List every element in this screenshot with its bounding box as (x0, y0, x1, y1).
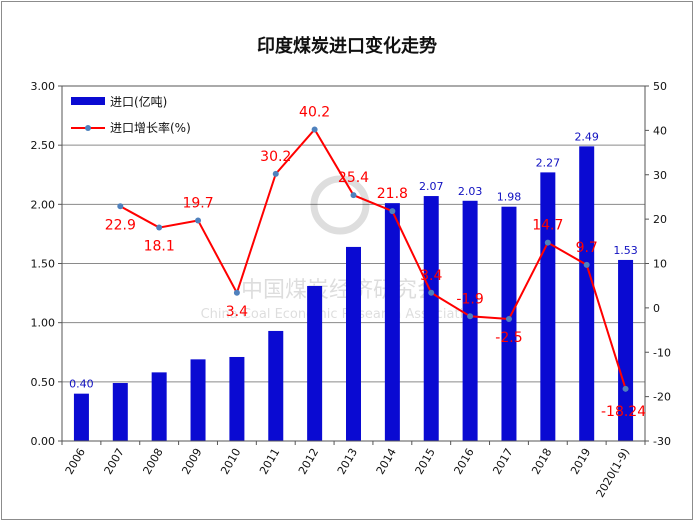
x-tick-label: 2009 (179, 446, 204, 477)
bar (501, 206, 517, 441)
line-marker (428, 289, 435, 296)
line-data-label: -18.24 (601, 404, 646, 420)
y-left-tick-label: 1.00 (31, 317, 56, 330)
line-data-label: 9.7 (576, 240, 598, 256)
x-tick-label: 2020(1-9) (594, 446, 633, 500)
legend-line-marker (85, 125, 91, 131)
x-tick-label: 2006 (63, 446, 88, 477)
bar (579, 146, 595, 441)
y-left-tick-label: 2.50 (31, 139, 56, 152)
line-data-label: 3.4 (420, 268, 442, 284)
bar (307, 285, 323, 441)
line-data-label: 19.7 (182, 195, 213, 211)
bar (618, 259, 634, 441)
y-right-tick-label: 0 (653, 302, 660, 315)
bar-data-label: 0.40 (69, 378, 94, 391)
bar (268, 330, 284, 441)
bar-series (73, 146, 634, 441)
x-tick-label: 2014 (374, 446, 399, 477)
y-right-tick-label: 30 (653, 169, 667, 182)
y-left-tick-label: 2.00 (31, 198, 56, 211)
x-tick-label: 2011 (257, 446, 282, 477)
bar (346, 246, 361, 441)
line-marker (622, 385, 629, 392)
line-marker (195, 217, 202, 224)
line-marker (389, 208, 396, 215)
bar (190, 359, 206, 441)
y-left-tick-label: 1.50 (31, 258, 56, 271)
legend: 进口(亿吨) 进口增长率(%) (71, 94, 191, 135)
y-right-tick-label: -20 (653, 391, 671, 404)
x-tick-label: 2013 (335, 446, 360, 477)
x-tick-label: 2017 (490, 446, 515, 477)
line-marker (583, 261, 590, 268)
y-right-tick-label: -30 (653, 435, 671, 448)
y-right-tick-label: 10 (653, 258, 667, 271)
y-right-tick-label: 40 (653, 124, 667, 137)
line-data-label: 25.4 (338, 170, 369, 186)
x-tick-label: 2007 (102, 446, 127, 477)
x-tick-label: 2008 (141, 446, 166, 477)
bar (423, 196, 439, 441)
x-tick-label: 2010 (218, 446, 243, 477)
line-marker (467, 313, 474, 320)
bar-data-label: 2.07 (419, 180, 444, 193)
line-data-label: 21.8 (377, 186, 408, 202)
bar-data-label: 2.27 (536, 156, 561, 169)
line-marker (311, 126, 318, 133)
bar (73, 393, 89, 441)
line-marker (544, 239, 551, 246)
x-tick-label: 2015 (413, 446, 438, 477)
line-marker (272, 170, 279, 177)
x-tick-label: 2012 (296, 446, 321, 477)
bar (540, 172, 556, 441)
line-data-label: 30.2 (260, 149, 291, 165)
y-right-tick-label: 20 (653, 213, 667, 226)
watermark-text: 中国煤炭经济研究会 (241, 278, 439, 303)
line-data-label: -2.5 (495, 330, 522, 346)
y-left-tick-label: 0.00 (31, 435, 56, 448)
line-data-label: 14.7 (532, 218, 563, 234)
bar-data-label: 1.98 (497, 191, 522, 204)
bar (462, 200, 478, 441)
y-left-tick-label: 0.50 (31, 376, 56, 389)
line-data-label: 3.4 (226, 304, 248, 320)
bar-data-label: 1.53 (613, 244, 638, 257)
legend-line-label: 进口增长率(%) (110, 120, 191, 135)
bar-data-label: 2.49 (574, 130, 599, 143)
data-labels: 0.40 2.07 2.03 1.98 2.27 2.49 1.53 22.9 18.1 19.7… (69, 104, 646, 419)
line-marker (233, 289, 240, 296)
chart-title: 印度煤炭进口变化走势 (257, 36, 437, 57)
bar (384, 203, 400, 441)
line-marker (156, 224, 163, 231)
y-right-tick-label: -10 (653, 346, 671, 359)
legend-bar-swatch (71, 97, 105, 105)
bar (229, 356, 245, 441)
x-tick-label: 2018 (529, 446, 554, 477)
y-left-tick-label: 3.00 (31, 80, 56, 93)
line-data-label: 22.9 (105, 217, 136, 233)
bar (112, 383, 128, 441)
x-tick-label: 2016 (451, 446, 476, 477)
bar (151, 372, 167, 441)
watermark: 中国煤炭经济研究会 China Coal Economic Research As… (201, 175, 480, 322)
line-marker (117, 203, 124, 210)
y-right-tick-label: 50 (653, 80, 667, 93)
line-data-label: 18.1 (144, 239, 175, 255)
bar-data-label: 2.03 (458, 185, 483, 198)
legend-bar-label: 进口(亿吨) (110, 94, 167, 109)
x-tick-label: 2019 (568, 446, 593, 477)
line-data-label: -1.9 (456, 291, 483, 307)
watermark-subtext: China Coal Economic Research Association (201, 307, 480, 322)
line-series (117, 126, 629, 392)
line-data-label: 40.2 (299, 104, 330, 120)
line-marker (350, 192, 357, 199)
line-marker (505, 315, 512, 322)
growth-line (119, 127, 627, 390)
watermark-logo (310, 175, 370, 235)
